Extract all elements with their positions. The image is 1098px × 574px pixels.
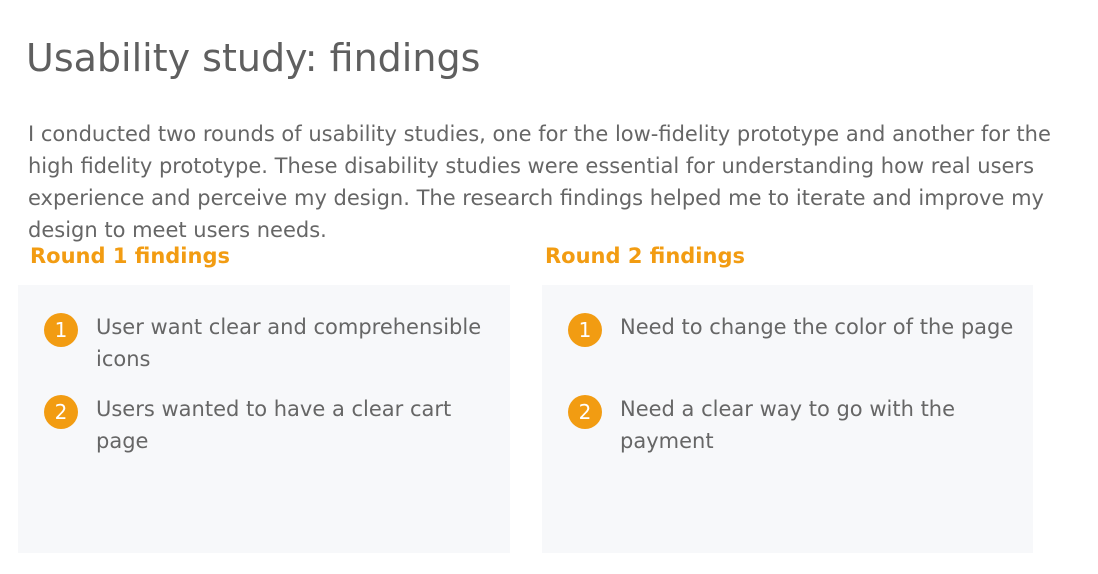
round-2-findings-card: 1 Need to change the color of the page 2… (542, 285, 1033, 553)
finding-text: Need to change the color of the page (620, 315, 1014, 339)
round-1-heading: Round 1 findings (30, 244, 230, 268)
finding-text: User want clear and comprehensible icons (96, 315, 482, 371)
number-badge: 2 (568, 395, 602, 429)
number-badge: 1 (568, 313, 602, 347)
round-2-heading: Round 2 findings (545, 244, 745, 268)
round-1-findings-card: 1 User want clear and comprehensible ico… (18, 285, 510, 553)
finding-text: Users wanted to have a clear cart page (96, 397, 452, 453)
number-badge: 1 (44, 313, 78, 347)
number-badge: 2 (44, 395, 78, 429)
intro-paragraph: I conducted two rounds of usability stud… (28, 122, 1051, 242)
page-title: Usability study: findings (26, 36, 481, 80)
finding-text: Need a clear way to go with the payment (620, 397, 956, 453)
